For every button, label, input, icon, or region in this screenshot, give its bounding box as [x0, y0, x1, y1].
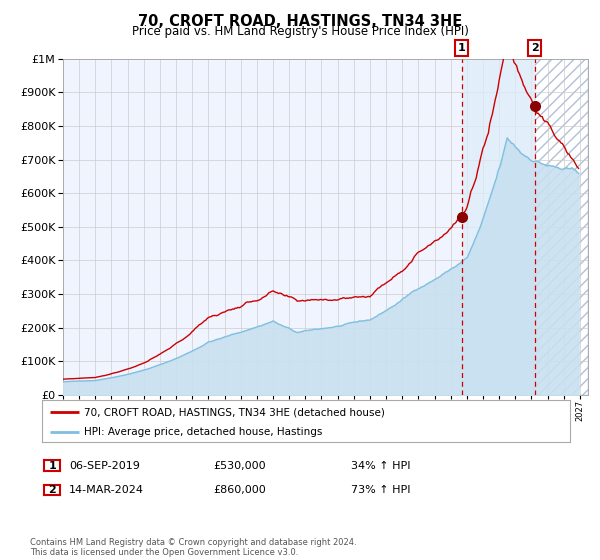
Text: Price paid vs. HM Land Registry's House Price Index (HPI): Price paid vs. HM Land Registry's House … — [131, 25, 469, 38]
Text: 73% ↑ HPI: 73% ↑ HPI — [351, 485, 410, 495]
Text: £860,000: £860,000 — [213, 485, 266, 495]
Bar — [461, 59, 535, 395]
Text: 2: 2 — [531, 43, 539, 53]
Bar — [535, 59, 588, 395]
Text: 06-SEP-2019: 06-SEP-2019 — [69, 461, 140, 471]
Text: 34% ↑ HPI: 34% ↑ HPI — [351, 461, 410, 471]
Text: 70, CROFT ROAD, HASTINGS, TN34 3HE: 70, CROFT ROAD, HASTINGS, TN34 3HE — [138, 14, 462, 29]
Text: 1: 1 — [49, 461, 56, 471]
Text: HPI: Average price, detached house, Hastings: HPI: Average price, detached house, Hast… — [84, 427, 323, 437]
Text: 1: 1 — [458, 43, 466, 53]
Text: 2: 2 — [49, 485, 56, 495]
Text: £530,000: £530,000 — [213, 461, 266, 471]
Text: 14-MAR-2024: 14-MAR-2024 — [69, 485, 144, 495]
Bar — [535, 59, 588, 395]
Text: Contains HM Land Registry data © Crown copyright and database right 2024.
This d: Contains HM Land Registry data © Crown c… — [30, 538, 356, 557]
Text: 70, CROFT ROAD, HASTINGS, TN34 3HE (detached house): 70, CROFT ROAD, HASTINGS, TN34 3HE (deta… — [84, 407, 385, 417]
